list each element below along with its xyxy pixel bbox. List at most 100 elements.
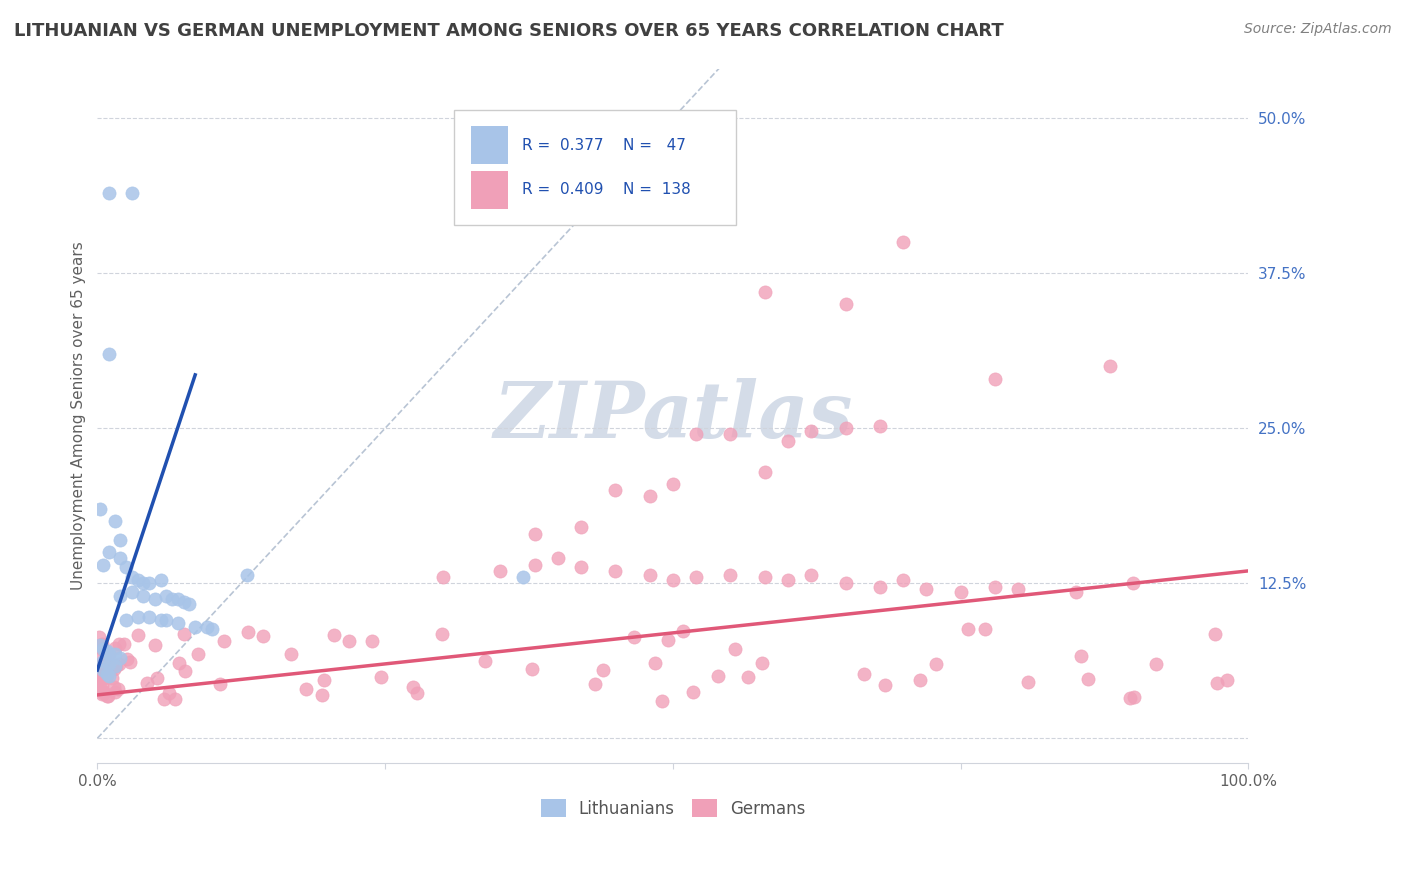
Point [520, 662, 543, 676]
Point [834, 576, 856, 591]
Point [89, 501, 111, 516]
Point [157, 686, 180, 700]
Point [776, 573, 799, 587]
Point [121, 585, 143, 599]
Point [104, 685, 127, 699]
Point [638, 490, 661, 504]
Point [1070, 648, 1092, 663]
FancyBboxPatch shape [454, 111, 737, 225]
Point [212, 634, 235, 648]
Point [1119, 691, 1142, 706]
Point [96, 666, 118, 681]
Point [1204, 626, 1226, 640]
Point [547, 551, 569, 566]
Point [1216, 673, 1239, 688]
Point [132, 576, 155, 591]
Point [1064, 585, 1087, 599]
Point [89, 680, 111, 694]
Point [132, 589, 155, 603]
Point [644, 656, 666, 670]
Point [651, 693, 673, 707]
Point [93, 685, 115, 699]
Text: R =  0.377    N =   47: R = 0.377 N = 47 [522, 137, 686, 153]
Point [90, 637, 112, 651]
Point [974, 622, 997, 636]
Point [110, 589, 132, 603]
Point [523, 526, 546, 541]
Point [118, 655, 141, 669]
Point [623, 630, 645, 644]
Point [1099, 359, 1122, 374]
Point [97, 347, 120, 361]
Point [184, 620, 207, 634]
Point [87, 665, 110, 680]
Point [115, 614, 138, 628]
Point [173, 626, 195, 640]
Point [869, 418, 891, 433]
Point [91, 558, 114, 572]
Point [127, 573, 149, 587]
Point [201, 622, 224, 636]
Point [90, 678, 112, 692]
Point [167, 615, 190, 630]
Point [97, 647, 120, 661]
Point [910, 673, 932, 687]
Point [891, 573, 914, 587]
Point [127, 609, 149, 624]
Point [592, 663, 614, 677]
Point [337, 634, 360, 648]
Point [173, 595, 195, 609]
Point [94, 670, 117, 684]
Point [754, 285, 776, 299]
Point [107, 681, 129, 696]
Point [104, 659, 127, 673]
Point [89, 630, 111, 644]
Point [103, 662, 125, 676]
Point [583, 677, 606, 691]
Point [96, 690, 118, 704]
Point [97, 669, 120, 683]
Legend: Lithuanians, Germans: Lithuanians, Germans [534, 793, 811, 824]
Point [90, 658, 112, 673]
Point [98, 660, 121, 674]
Point [89, 648, 111, 662]
Point [312, 673, 335, 687]
Point [569, 520, 592, 534]
Point [605, 564, 627, 578]
Point [370, 670, 392, 684]
Point [179, 598, 201, 612]
Bar [471, 170, 509, 209]
Point [110, 533, 132, 547]
Point [1017, 675, 1039, 690]
Point [402, 680, 425, 694]
Point [101, 671, 124, 685]
Point [108, 638, 131, 652]
Point [834, 297, 856, 311]
Point [662, 477, 685, 491]
Point [252, 629, 274, 643]
Point [924, 657, 946, 672]
Point [984, 580, 1007, 594]
Point [776, 434, 799, 448]
Point [512, 570, 534, 584]
Point [724, 641, 747, 656]
Point [110, 650, 132, 665]
Point [1077, 672, 1099, 686]
Point [127, 628, 149, 642]
Point [984, 371, 1007, 385]
Point [135, 675, 157, 690]
Y-axis label: Unemployment Among Seniors over 65 years: Unemployment Among Seniors over 65 years [72, 242, 86, 591]
Point [143, 592, 166, 607]
Point [1123, 690, 1146, 705]
Point [875, 677, 897, 691]
Point [93, 647, 115, 661]
Point [523, 558, 546, 572]
Bar [471, 126, 509, 164]
Point [605, 483, 627, 498]
Point [97, 689, 120, 703]
Point [155, 614, 177, 628]
Point [91, 686, 114, 700]
Point [94, 667, 117, 681]
Point [432, 570, 454, 584]
Point [87, 673, 110, 688]
